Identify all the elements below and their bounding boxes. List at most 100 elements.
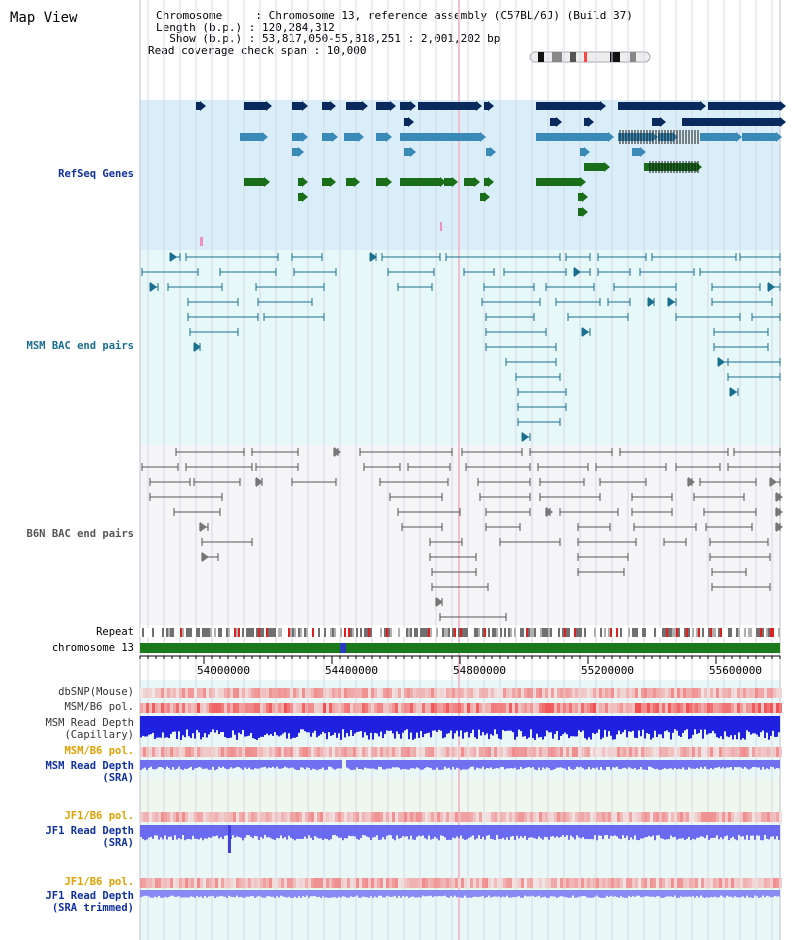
read-depth-bar — [476, 716, 478, 739]
read-depth-bar — [650, 716, 652, 740]
polymorphism-cell — [713, 688, 716, 698]
polymorphism-cell — [236, 747, 239, 757]
b6n-bac-label[interactable]: B6N BAC end pairs — [26, 528, 134, 540]
read-depth-bar — [528, 760, 530, 767]
polymorphism-cell — [173, 878, 176, 888]
read-depth-bar — [486, 825, 488, 836]
read-depth-bar — [450, 760, 452, 770]
repeat-element — [764, 628, 766, 637]
read-depth-bar — [560, 825, 562, 837]
read-depth-bar — [706, 760, 708, 769]
read-depth-bar — [540, 760, 542, 771]
read-depth-bar — [632, 825, 634, 840]
read-depth-bar — [252, 890, 254, 897]
polymorphism-cell — [347, 703, 350, 713]
polymorphism-cell — [155, 878, 158, 888]
polymorphism-cell — [260, 878, 263, 888]
read-depth-bar — [640, 760, 642, 768]
polymorphism-cell — [212, 812, 215, 822]
read-depth-bar — [236, 716, 238, 740]
read-depth-bar — [196, 716, 198, 730]
polymorphism-cell — [293, 812, 296, 822]
polymorphism-cell — [317, 747, 320, 757]
repeat-element — [276, 628, 278, 637]
read-depth-bar — [444, 760, 446, 767]
read-depth-bar — [166, 825, 168, 840]
read-depth-bar — [586, 760, 588, 770]
read-depth-bar — [472, 890, 474, 898]
read-depth-bar — [430, 825, 432, 840]
read-depth-bar — [772, 825, 774, 837]
read-depth-bar — [642, 825, 644, 839]
read-depth-bar — [200, 760, 202, 768]
read-depth-bar — [534, 716, 536, 740]
read-depth-bar — [690, 825, 692, 841]
read-depth-bar — [348, 890, 350, 898]
polymorphism-cell — [302, 747, 305, 757]
read-depth-bar — [170, 716, 172, 734]
read-depth-bar — [614, 716, 616, 740]
polymorphism-cell — [641, 878, 644, 888]
polymorphism-cell — [641, 703, 644, 713]
polymorphism-cell — [515, 812, 518, 822]
read-depth-bar — [698, 760, 700, 769]
polymorphism-cell — [659, 812, 662, 822]
read-depth-bar — [640, 716, 642, 737]
read-depth-bar — [206, 716, 208, 738]
polymorphism-cell — [779, 747, 782, 757]
polymorphism-cell — [404, 812, 407, 822]
gene-arrow — [582, 192, 588, 202]
polymorphism-cell — [377, 747, 380, 757]
read-depth-bar — [268, 890, 270, 897]
read-depth-bar — [464, 760, 466, 770]
repeat-element — [278, 628, 280, 637]
read-depth-bar — [324, 825, 326, 839]
read-depth-bar — [428, 760, 430, 768]
read-depth-bar — [404, 760, 406, 769]
polymorphism-cell — [590, 703, 593, 713]
repeat-element — [700, 628, 702, 637]
refseq-label[interactable]: RefSeq Genes — [58, 168, 134, 180]
polymorphism-cell — [224, 812, 227, 822]
polymorphism-cell — [140, 878, 143, 888]
read-depth-bar — [646, 890, 648, 897]
polymorphism-cell — [722, 878, 725, 888]
polymorphism-cell — [683, 812, 686, 822]
polymorphism-cell — [752, 878, 755, 888]
msm-bac-label[interactable]: MSM BAC end pairs — [26, 340, 134, 352]
read-depth-bar — [630, 890, 632, 898]
read-depth-bar — [568, 890, 570, 898]
read-depth-bar — [766, 825, 768, 839]
read-depth-bar — [680, 825, 682, 839]
read-depth-bar — [748, 890, 750, 898]
read-depth-bar — [480, 760, 482, 769]
polymorphism-cell — [593, 747, 596, 757]
polymorphism-cell — [200, 878, 203, 888]
read-depth-bar — [584, 825, 586, 840]
read-depth-bar — [688, 716, 690, 740]
polymorphism-cell — [290, 688, 293, 698]
read-depth-bar — [358, 825, 360, 840]
repeat-element — [642, 628, 644, 637]
read-depth-bar — [244, 890, 246, 898]
repeat-element — [738, 628, 740, 637]
read-depth-bar — [770, 760, 772, 767]
polymorphism-cell — [773, 688, 776, 698]
repeat-element — [408, 628, 410, 637]
read-depth-bar — [616, 890, 618, 897]
read-depth-bar — [538, 890, 540, 896]
bac-arrow — [170, 252, 177, 262]
repeat-element — [502, 628, 504, 637]
polymorphism-cell — [263, 878, 266, 888]
polymorphism-cell — [671, 688, 674, 698]
polymorphism-cell — [644, 688, 647, 698]
repeat-element — [326, 628, 328, 637]
read-depth-bar — [238, 825, 240, 838]
read-depth-bar — [530, 760, 532, 768]
polymorphism-cell — [242, 747, 245, 757]
polymorphism-cell — [638, 688, 641, 698]
read-depth-bar — [582, 825, 584, 838]
bac-arrow — [522, 432, 529, 442]
